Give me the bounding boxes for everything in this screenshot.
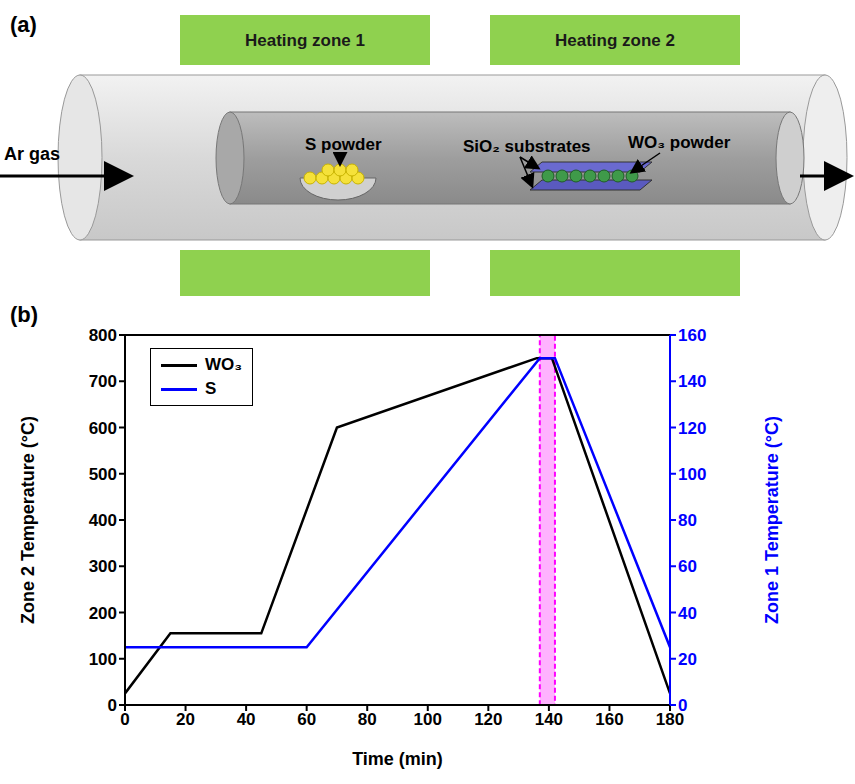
svg-text:(a): (a) xyxy=(10,12,37,37)
svg-text:0: 0 xyxy=(108,696,117,715)
svg-text:WO₃ powder: WO₃ powder xyxy=(628,133,731,152)
svg-text:80: 80 xyxy=(358,710,377,729)
svg-text:140: 140 xyxy=(535,710,563,729)
svg-text:0: 0 xyxy=(120,710,129,729)
svg-text:60: 60 xyxy=(297,710,316,729)
svg-text:120: 120 xyxy=(474,710,502,729)
svg-text:180: 180 xyxy=(655,710,685,730)
svg-text:0: 0 xyxy=(678,696,687,715)
svg-text:Zone 2 Temperature (°C): Zone 2 Temperature (°C) xyxy=(18,416,38,624)
svg-text:120: 120 xyxy=(678,419,706,438)
svg-text:100: 100 xyxy=(678,465,706,484)
svg-text:100: 100 xyxy=(414,710,442,729)
svg-text:700: 700 xyxy=(89,372,117,391)
svg-text:60: 60 xyxy=(678,557,697,576)
svg-text:S powder: S powder xyxy=(305,135,382,154)
svg-text:140: 140 xyxy=(678,372,706,391)
svg-text:40: 40 xyxy=(678,604,697,623)
svg-text:SiO₂ substrates: SiO₂ substrates xyxy=(463,137,591,156)
html-text:WO₃: WO₃ xyxy=(205,355,243,374)
svg-text:600: 600 xyxy=(89,419,117,438)
svg-text:80: 80 xyxy=(678,511,697,530)
html-text:S: S xyxy=(205,379,217,398)
svg-text:100: 100 xyxy=(89,650,117,669)
svg-text:160: 160 xyxy=(595,710,623,729)
svg-text:Zone 1 Temperature (°C): Zone 1 Temperature (°C) xyxy=(762,416,782,624)
svg-text:500: 500 xyxy=(89,465,117,484)
svg-text:Heating zone 1: Heating zone 1 xyxy=(245,31,365,50)
svg-text:800: 800 xyxy=(89,326,117,345)
svg-text:160: 160 xyxy=(678,326,706,345)
svg-text:400: 400 xyxy=(89,511,117,530)
svg-text:20: 20 xyxy=(176,710,195,729)
svg-text:Time (min): Time (min) xyxy=(352,749,443,769)
svg-text:200: 200 xyxy=(89,604,117,623)
svg-text:Ar gas: Ar gas xyxy=(4,144,60,164)
svg-text:40: 40 xyxy=(237,710,256,729)
svg-text:20: 20 xyxy=(678,650,697,669)
svg-text:Heating zone 2: Heating zone 2 xyxy=(555,31,675,50)
svg-text:300: 300 xyxy=(89,557,117,576)
html-text:(b): (b) xyxy=(10,302,39,327)
